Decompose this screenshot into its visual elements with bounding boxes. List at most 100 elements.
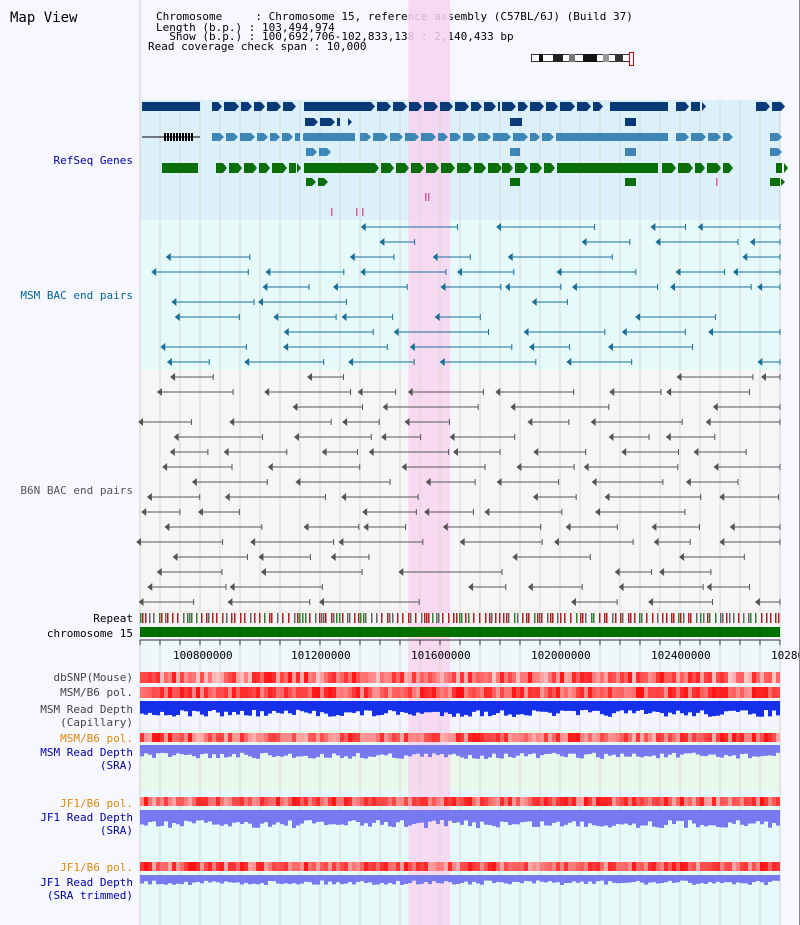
label-jf1-b6-pol-2[interactable]: JF1/B6 pol. — [60, 861, 133, 874]
dbsnp-heat-cell — [156, 672, 160, 683]
read-depth-bar — [304, 745, 308, 756]
polymorphism-heat-cell — [500, 797, 504, 806]
read-depth-bar — [452, 875, 456, 885]
gene-feature-mid — [723, 133, 729, 141]
read-depth-bar — [664, 701, 668, 717]
gene-feature-dark — [364, 102, 371, 111]
polymorphism-heat-cell — [524, 687, 528, 698]
chromosome-ideogram[interactable] — [531, 52, 634, 66]
polymorphism-heat-cell — [244, 733, 248, 742]
gene-feature-dark — [348, 118, 352, 126]
dbsnp-heat-cell — [176, 672, 180, 683]
polymorphism-heat-cell — [676, 733, 680, 742]
polymorphism-heat-cell — [556, 862, 560, 871]
label-msm-b6-pol-2[interactable]: MSM/B6 pol. — [60, 732, 133, 745]
gene-feature-green — [318, 178, 324, 186]
read-depth-bar — [540, 875, 544, 882]
b6n-bac-pair — [621, 448, 627, 456]
read-depth-bar — [164, 875, 168, 885]
polymorphism-heat-cell — [432, 862, 436, 871]
b6n-bac-pair — [595, 508, 601, 516]
read-depth-bar — [504, 810, 508, 823]
polymorphism-heat-cell — [168, 862, 172, 871]
polymorphism-heat-cell — [668, 687, 672, 698]
polymorphism-heat-cell — [232, 687, 236, 698]
b6n-bac-pair — [484, 508, 490, 516]
label-jf1-depth-sra[interactable]: JF1 Read Depth (SRA) — [40, 811, 133, 837]
polymorphism-heat-cell — [308, 862, 312, 871]
msm-bac-pair — [166, 358, 172, 366]
read-depth-bar — [288, 701, 292, 714]
repeat-element — [528, 613, 530, 623]
polymorphism-heat-cell — [340, 797, 344, 806]
read-depth-bar — [324, 745, 328, 758]
polymorphism-heat-cell — [204, 733, 208, 742]
polymorphism-heat-cell — [560, 687, 564, 698]
read-depth-bar — [620, 745, 624, 754]
polymorphism-heat-cell — [568, 733, 572, 742]
gene-feature-mid — [550, 133, 554, 141]
polymorphism-heat-cell — [248, 797, 252, 806]
read-depth-bar — [744, 745, 748, 754]
dbsnp-heat-cell — [192, 672, 196, 683]
label-jf1-depth-sra-trimmed[interactable]: JF1 Read Depth (SRA trimmed) — [40, 876, 133, 902]
repeat-element — [177, 613, 179, 623]
b6n-bac-pair — [719, 493, 725, 501]
read-depth-bar — [528, 701, 532, 716]
label-msm-depth-capillary[interactable]: MSM Read Depth (Capillary) — [40, 703, 133, 729]
read-depth-bar — [728, 810, 732, 823]
polymorphism-heat-cell — [220, 797, 224, 806]
read-depth-bar — [556, 810, 560, 822]
read-depth-bar — [176, 701, 180, 715]
polymorphism-heat-cell — [480, 862, 484, 871]
polymorphism-heat-cell — [632, 687, 636, 698]
polymorphism-heat-cell — [156, 687, 160, 698]
read-depth-bar — [672, 745, 676, 753]
read-depth-bar — [624, 875, 628, 883]
read-depth-bar — [540, 701, 544, 712]
polymorphism-heat-cell — [380, 687, 384, 698]
polymorphism-heat-cell — [736, 733, 740, 742]
polymorphism-heat-cell — [344, 797, 348, 806]
read-depth-bar — [212, 701, 216, 711]
read-depth-bar — [420, 701, 424, 714]
polymorphism-heat-cell — [548, 733, 552, 742]
polymorphism-heat-cell — [164, 862, 168, 871]
dbsnp-heat-cell — [556, 672, 560, 683]
repeat-element — [517, 613, 519, 623]
msm-bac-pair — [360, 268, 366, 276]
polymorphism-heat-cell — [336, 797, 340, 806]
polymorphism-heat-cell — [544, 797, 548, 806]
read-depth-bar — [148, 810, 152, 823]
msm-bac-pair — [151, 268, 157, 276]
gene-feature-dark — [577, 102, 587, 111]
dbsnp-heat-cell — [696, 672, 700, 683]
read-depth-bar — [544, 810, 548, 826]
label-dbsnp[interactable]: dbSNP(Mouse) — [53, 671, 133, 684]
gene-feature-green — [498, 163, 502, 173]
dbsnp-heat-cell — [240, 672, 244, 683]
dbsnp-heat-cell — [472, 672, 476, 683]
polymorphism-heat-cell — [556, 733, 560, 742]
polymorphism-heat-cell — [484, 797, 488, 806]
read-depth-bar — [752, 745, 756, 757]
label-jf1-b6-pol-1[interactable]: JF1/B6 pol. — [60, 797, 133, 810]
polymorphism-heat-cell — [296, 687, 300, 698]
label-msm-bac[interactable]: MSM BAC end pairs — [20, 289, 133, 302]
polymorphism-heat-cell — [212, 687, 216, 698]
polymorphism-heat-cell — [224, 862, 228, 871]
read-depth-bar — [460, 810, 464, 825]
label-msm-depth-sra[interactable]: MSM Read Depth (SRA) — [40, 746, 133, 772]
read-depth-bar — [776, 701, 780, 716]
gene-feature-mid — [685, 133, 689, 141]
repeat-element — [748, 613, 750, 623]
label-refseq-genes[interactable]: RefSeq Genes — [53, 154, 133, 167]
read-depth-bar — [608, 810, 612, 828]
read-depth-bar — [656, 701, 660, 712]
label-msm-b6-pol-1[interactable]: MSM/B6 pol. — [60, 686, 133, 699]
msm-bac-pair — [556, 268, 562, 276]
gene-feature-dark — [418, 102, 422, 111]
polymorphism-heat-cell — [352, 797, 356, 806]
label-b6n-bac[interactable]: B6N BAC end pairs — [20, 484, 133, 497]
